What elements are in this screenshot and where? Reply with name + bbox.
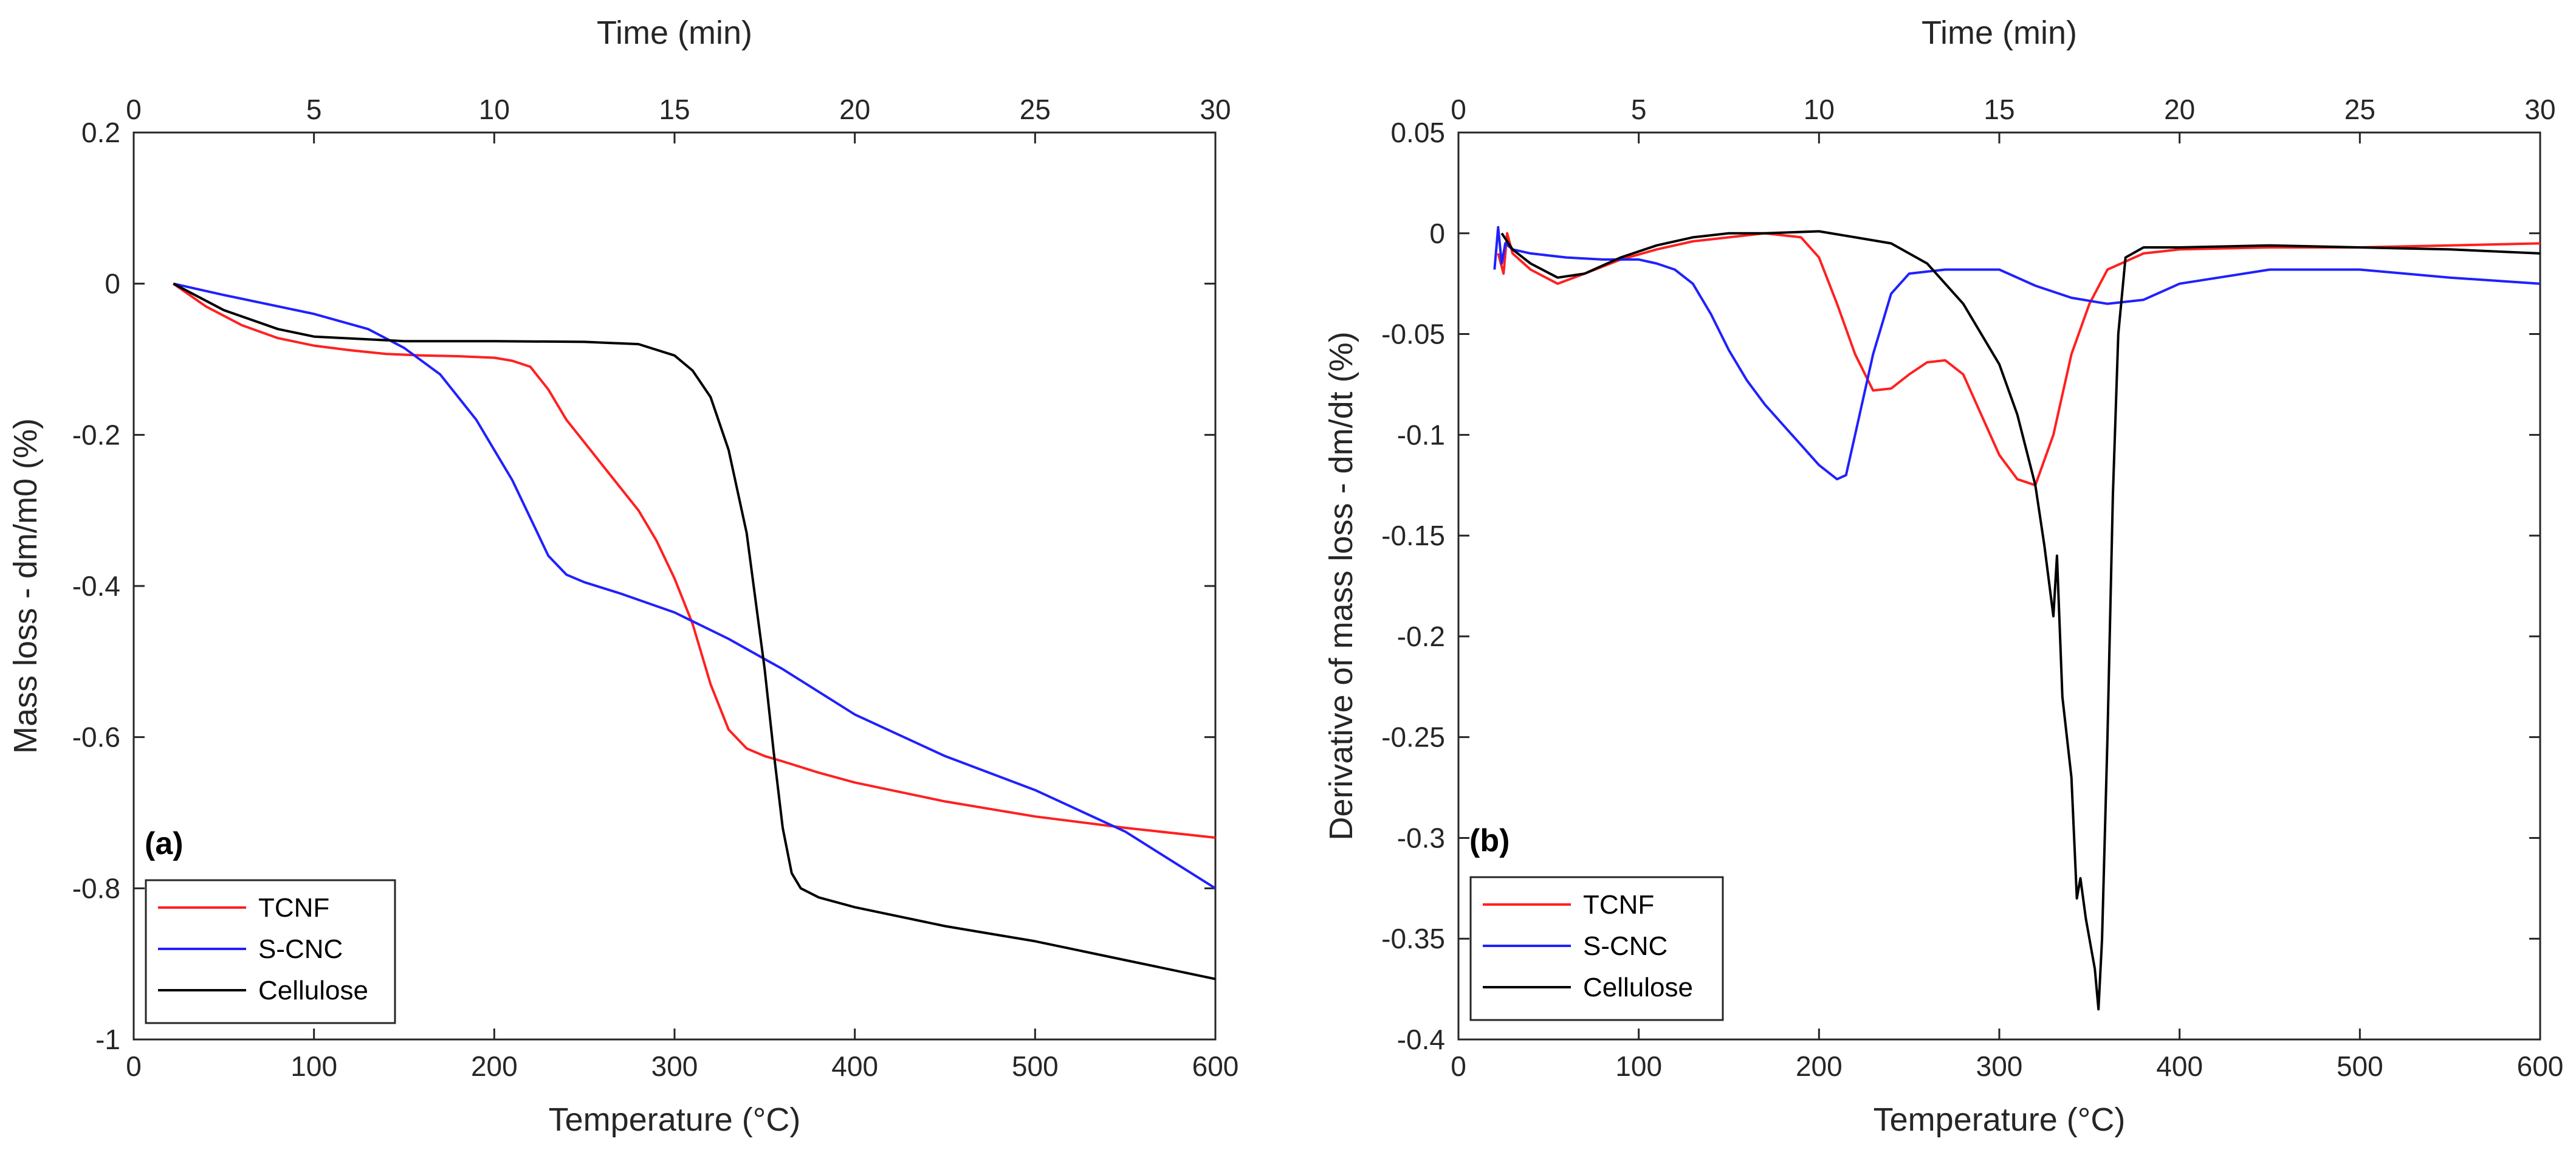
- y-tick-label: 0.05: [1390, 117, 1445, 148]
- legend: TCNF S-CNC Cellulose: [145, 879, 396, 1024]
- top-tick-label: 15: [659, 94, 690, 125]
- y-tick-label: -0.6: [72, 722, 120, 753]
- y-tick-label: 0: [1429, 218, 1445, 249]
- x-tick-label: 500: [2337, 1050, 2383, 1082]
- series-line-tcnf: [173, 283, 1215, 839]
- top-tick-label: 10: [1804, 94, 1835, 125]
- y-tick-label: -0.25: [1381, 722, 1445, 753]
- y-tick-label: -0.1: [1397, 419, 1445, 450]
- series-lines: [173, 282, 1215, 981]
- top-tick-label: 0: [1451, 94, 1466, 125]
- chart-panel-b: 0 100 200 300 400 500 600 0 5 10 15 20 25 30 -0.4 -0.35…: [1323, 15, 2563, 1138]
- legend-label: Cellulose: [258, 976, 368, 1005]
- x-tick-label: 400: [2156, 1050, 2203, 1082]
- legend-label: S-CNC: [1583, 931, 1668, 961]
- x-tick-label: 100: [290, 1050, 337, 1082]
- y-tick-label: -0.4: [1397, 1024, 1445, 1055]
- y-tick-label: -0.05: [1381, 319, 1445, 350]
- x-tick-label: 200: [1796, 1050, 1843, 1082]
- y-axis-title: Mass loss - dm/m0 (%): [7, 418, 44, 754]
- y-tick-label: -0.3: [1397, 822, 1445, 853]
- top-tick-label: 20: [839, 94, 870, 125]
- series-line-cellulose: [1500, 230, 2540, 1011]
- x-tick-label: 400: [831, 1050, 878, 1082]
- y-tick-label: -0.4: [72, 570, 120, 602]
- legend-label: TCNF: [258, 893, 329, 923]
- legend-label: Cellulose: [1583, 973, 1693, 1002]
- y-tick-label: -0.35: [1381, 923, 1445, 954]
- x-tick-label: 200: [471, 1050, 518, 1082]
- x-axis-title: Temperature (°C): [549, 1101, 801, 1138]
- legend: TCNF S-CNC Cellulose: [1469, 876, 1724, 1021]
- top-tick-label: 30: [2524, 94, 2555, 125]
- y-tick-label: 0: [105, 268, 120, 300]
- x-tick-label: 0: [1451, 1050, 1466, 1082]
- top-tick-label: 30: [1200, 94, 1231, 125]
- legend-label: S-CNC: [258, 934, 343, 964]
- series-line-s-cnc: [173, 282, 1215, 889]
- series-lines: [1493, 226, 2540, 1011]
- y-tick-label: -0.15: [1381, 520, 1445, 551]
- x-tick-label: 100: [1615, 1050, 1662, 1082]
- y-tick-label: -0.8: [72, 872, 120, 904]
- panel-label: (b): [1469, 823, 1510, 858]
- y-tick-label: -1: [95, 1024, 120, 1055]
- series-line-cellulose: [173, 282, 1215, 981]
- y-tick-label: -0.2: [72, 419, 120, 450]
- panel-label: (a): [145, 826, 184, 861]
- top-tick-label: 5: [1631, 94, 1647, 125]
- y-tick-label: 0.2: [81, 117, 120, 148]
- top-tick-label: 10: [479, 94, 510, 125]
- x-axis-title: Temperature (°C): [1874, 1101, 2126, 1138]
- legend-box: [145, 879, 396, 1024]
- x-tick-label: 500: [1012, 1050, 1059, 1082]
- top-tick-label: 20: [2164, 94, 2195, 125]
- x-tick-label: 600: [2517, 1050, 2564, 1082]
- legend-label: TCNF: [1583, 890, 1654, 920]
- y-tick-label: -0.2: [1397, 621, 1445, 652]
- legend-box: [1469, 876, 1724, 1021]
- x-tick-label: 0: [126, 1050, 142, 1082]
- y-axis-title: Derivative of mass loss - dm/dt (%): [1323, 331, 1359, 840]
- series-line-s-cnc: [1493, 226, 2540, 481]
- top-tick-label: 0: [126, 94, 142, 125]
- top-tick-label: 25: [2344, 94, 2375, 125]
- x-tick-label: 300: [651, 1050, 698, 1082]
- x-tick-label: 600: [1192, 1050, 1239, 1082]
- top-axis-title: Time (min): [597, 15, 752, 51]
- top-tick-label: 5: [306, 94, 322, 125]
- chart-panel-a: 0 100 200 300 400 500 600 0 5 10 15 20 25 30 -1 -0.8 -0.…: [7, 15, 1238, 1138]
- top-tick-label: 25: [1020, 94, 1051, 125]
- top-tick-label: 15: [1984, 94, 2014, 125]
- top-axis-title: Time (min): [1922, 15, 2077, 51]
- x-tick-label: 300: [1976, 1050, 2023, 1082]
